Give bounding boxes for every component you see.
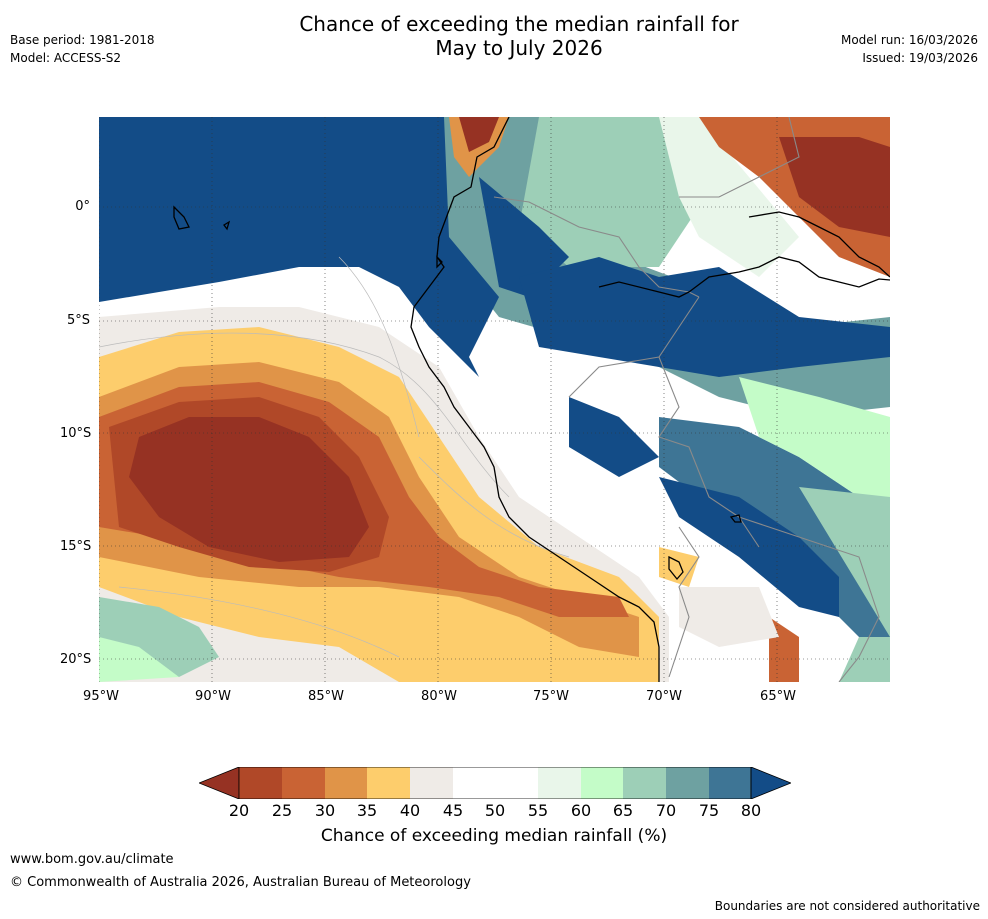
base-period: Base period: 1981-2018 — [10, 33, 155, 47]
colorbar-bin-35-40 — [367, 767, 410, 799]
lon-label-70w: 70°W — [646, 689, 682, 704]
colorbar-bin-65-70 — [623, 767, 666, 799]
lat-label-15s: 15°S — [60, 539, 92, 554]
colorbar-tick-60: 60 — [570, 801, 592, 820]
colorbar-frame — [238, 767, 752, 799]
title-line-1: Chance of exceeding the median rainfall … — [299, 12, 739, 36]
colorbar-bin-45-50 — [453, 767, 495, 799]
colorbar-tick-20: 20 — [228, 801, 250, 820]
map-title: Chance of exceeding the median rainfall … — [0, 12, 988, 60]
issued-date: Issued: 19/03/2026 — [862, 51, 978, 65]
colorbar-tick-45: 45 — [442, 801, 464, 820]
colorbar-bin-75-80 — [709, 767, 751, 799]
colorbar-bin-25-30 — [282, 767, 325, 799]
lat-label-10s: 10°S — [60, 426, 92, 441]
map-area — [99, 117, 890, 682]
colorbar-bin-60-65 — [581, 767, 623, 799]
colorbar — [199, 767, 791, 799]
colorbar-lower-extension — [199, 767, 240, 799]
colorbar-bin-50-55 — [495, 767, 538, 799]
coastline — [173, 117, 890, 682]
footer-copyright: © Commonwealth of Australia 2026, Austra… — [10, 875, 471, 890]
model-name: Model: ACCESS-S2 — [10, 51, 122, 65]
colorbar-tick-40: 40 — [399, 801, 421, 820]
colorbar-tick-55: 55 — [527, 801, 549, 820]
colorbar-tick-70: 70 — [655, 801, 677, 820]
lon-label-85w: 85°W — [308, 689, 344, 704]
colorbar-bin-30-35 — [325, 767, 367, 799]
colorbar-tick-35: 35 — [356, 801, 378, 820]
colorbar-tick-50: 50 — [484, 801, 506, 820]
contour-lines — [99, 256, 570, 658]
title-line-2: May to July 2026 — [435, 36, 603, 60]
colorbar-upper-extension — [750, 767, 791, 799]
meta-right: Model run: 16/03/2026 Issued: 19/03/2026 — [841, 31, 978, 67]
colorbar-tick-30: 30 — [314, 801, 336, 820]
probability-regions — [99, 117, 890, 682]
colorbar-bin-40-45 — [410, 767, 453, 799]
colorbar-bin-70-75 — [666, 767, 709, 799]
colorbar-bin-20-25 — [239, 767, 282, 799]
lat-label-5s: 5°S — [66, 313, 90, 328]
colorbar-tick-80: 80 — [740, 801, 762, 820]
lon-label-80w: 80°W — [421, 689, 457, 704]
colorbar-tick-65: 65 — [612, 801, 634, 820]
colorbar-label: Chance of exceeding median rainfall (%) — [320, 826, 668, 846]
lat-label-0: 0° — [75, 199, 90, 214]
lon-label-95w: 95°W — [83, 689, 119, 704]
colorbar-tick-75: 75 — [698, 801, 720, 820]
lat-label-20s: 20°S — [60, 652, 92, 667]
footer-url: www.bom.gov.au/climate — [10, 852, 174, 867]
footer-note: Boundaries are not considered authoritat… — [714, 899, 980, 913]
colorbar-tick-25: 25 — [271, 801, 293, 820]
lon-label-65w: 65°W — [760, 689, 796, 704]
rainfall-map — [99, 117, 890, 682]
meta-left: Base period: 1981-2018 Model: ACCESS-S2 — [10, 31, 155, 67]
colorbar-bin-55-60 — [538, 767, 581, 799]
lon-label-90w: 90°W — [195, 689, 231, 704]
model-run: Model run: 16/03/2026 — [840, 33, 978, 47]
lon-label-75w: 75°W — [533, 689, 569, 704]
